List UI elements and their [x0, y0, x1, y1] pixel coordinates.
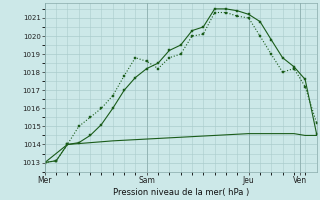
- X-axis label: Pression niveau de la mer( hPa ): Pression niveau de la mer( hPa ): [113, 188, 249, 197]
